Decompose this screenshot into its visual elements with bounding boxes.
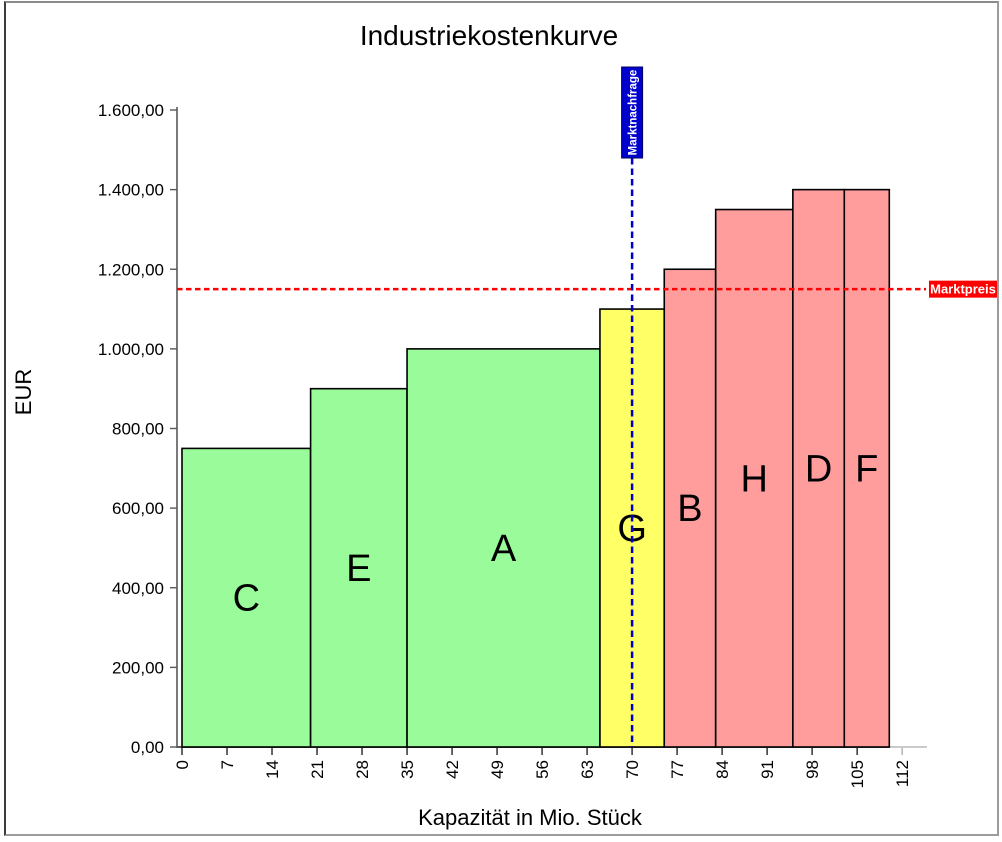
- bar-label-B: B: [677, 488, 702, 530]
- cost-bar-E: [309, 387, 408, 748]
- x-tick-label: 112: [893, 760, 912, 787]
- y-tick-label: 400,00: [112, 579, 164, 598]
- cost-bar-A: [406, 348, 601, 748]
- market-price-label: Marktpreis: [930, 282, 996, 297]
- x-tick-label: 42: [443, 760, 462, 779]
- x-tick-label: 91: [758, 760, 777, 779]
- market-demand-label: Marktnachfrage: [628, 70, 640, 156]
- bar-label-F: F: [855, 448, 878, 490]
- market-price-flag: [929, 280, 997, 298]
- y-tick-label: 200,00: [112, 658, 164, 677]
- y-tick-label: 0,00: [131, 738, 164, 757]
- cost-bar-F: [843, 188, 891, 748]
- chart-title: Industriekostenkurve: [360, 20, 618, 51]
- x-tick-label: 49: [488, 760, 507, 779]
- x-tick-label: 56: [533, 760, 552, 779]
- bars-layer: CE A G BH D F: [181, 188, 891, 748]
- x-tick-label: 21: [308, 760, 327, 779]
- x-tick-label: 35: [398, 760, 417, 779]
- y-tick-label: 1.400,00: [98, 181, 164, 200]
- x-tick-label: 105: [848, 760, 867, 788]
- x-axis-title: Kapazität in Mio. Stück: [418, 805, 643, 830]
- bar-label-D: D: [805, 448, 832, 490]
- bar-label-A: A: [491, 528, 517, 570]
- x-tick-label: 98: [803, 760, 822, 779]
- y-axis-title: EUR: [11, 369, 36, 415]
- y-tick-label: 1.600,00: [98, 101, 164, 120]
- x-tick-label: 14: [263, 760, 282, 779]
- bar-label-H: H: [741, 458, 768, 500]
- cost-bar-D: [792, 188, 846, 748]
- y-tick-label: 800,00: [112, 420, 164, 439]
- x-tick-label: 84: [713, 760, 732, 779]
- axes-layer: 0,00 200,00 400,00 600,00 800,00 1.000,00 1.20…: [98, 101, 927, 788]
- x-tick-label: 77: [668, 760, 687, 779]
- y-tick-label: 1.000,00: [98, 340, 164, 359]
- market-demand-flag: [621, 66, 644, 159]
- bar-label-C: C: [233, 578, 260, 620]
- annotations-layer: Marktpreis Marktnachfrage: [177, 66, 997, 747]
- x-tick-label: 70: [623, 760, 642, 779]
- x-tick-label: 28: [353, 760, 372, 779]
- bar-label-E: E: [346, 548, 371, 590]
- x-tick-label: 7: [218, 760, 237, 769]
- x-tick-label: 63: [578, 760, 597, 779]
- cost-bar-H: [714, 208, 794, 748]
- y-tick-label: 1.200,00: [98, 260, 164, 279]
- y-tick-label: 600,00: [112, 499, 164, 518]
- x-tick-label: 0: [173, 760, 192, 769]
